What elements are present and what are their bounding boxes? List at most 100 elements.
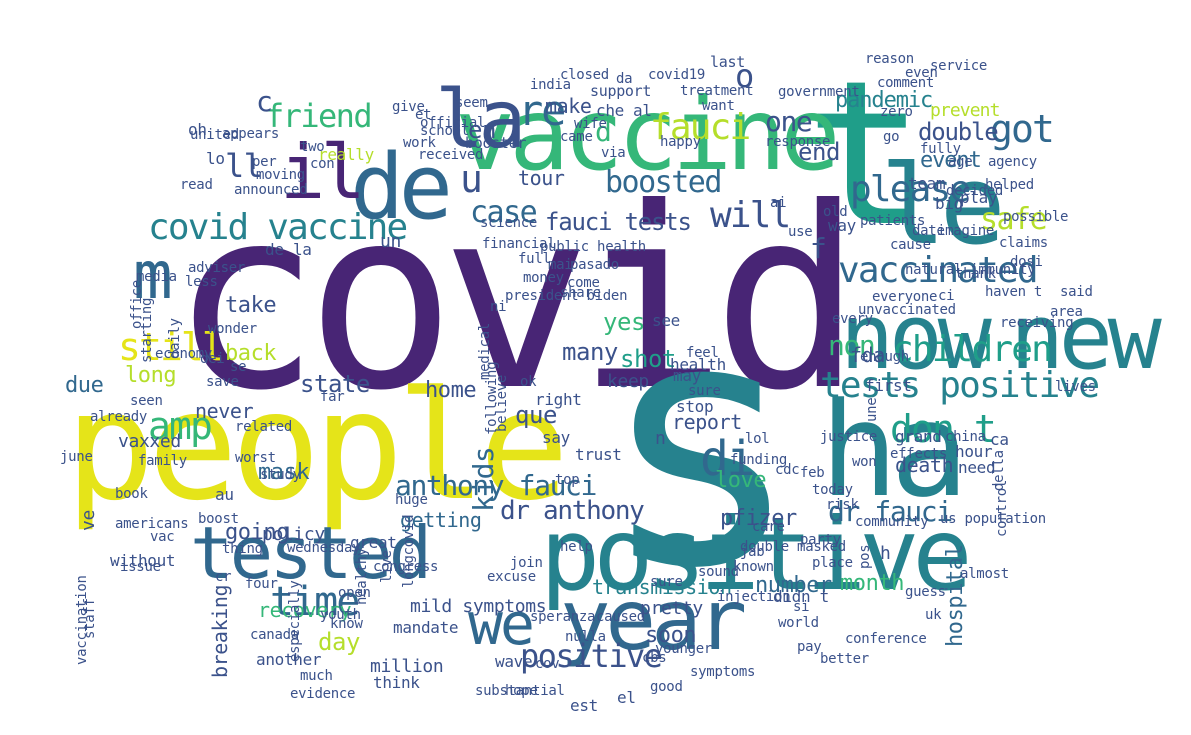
word-guess: guess [905, 584, 946, 600]
word-thank: thank [955, 266, 996, 282]
word-youth: youth [320, 607, 361, 623]
word-oh: oh [188, 120, 207, 139]
word-al: al [633, 101, 652, 120]
word-dr-anthony: dr anthony [500, 496, 645, 526]
word-see: see [652, 311, 680, 330]
word-big: big [935, 194, 963, 213]
word-di: di [700, 431, 755, 487]
word-che: che [596, 101, 624, 120]
word-risk: risk [826, 497, 859, 513]
word-state: state [300, 370, 370, 398]
word-every: every [832, 311, 873, 327]
word-ci: ci [938, 288, 955, 304]
word-support: support [590, 82, 652, 100]
word-way: way [828, 216, 856, 235]
word-m: m [133, 237, 173, 314]
word-age: age [948, 154, 973, 170]
word-cause: cause [890, 237, 931, 253]
word-sure-2: sure [650, 574, 683, 590]
word-getting: getting [400, 508, 482, 532]
word-est: est [570, 696, 598, 715]
word-covid19: covid19 [648, 67, 706, 83]
word-date: date [912, 223, 945, 239]
word-children: children [892, 329, 1053, 370]
word-lo: lo [206, 149, 225, 168]
word-yes: yes [603, 308, 645, 336]
word-anthony-fauci: anthony fauci [395, 469, 597, 502]
word-hope: hope [505, 683, 538, 699]
word-open: open [338, 585, 371, 601]
word-huge: huge [395, 492, 428, 508]
word-congress: congress [373, 559, 439, 575]
word-full: full [518, 251, 551, 267]
word-school: school [420, 123, 469, 139]
word-non: non [828, 329, 876, 362]
word-long: long [125, 363, 177, 388]
word-feel: feel [686, 345, 719, 361]
word-imagine: imagine [937, 223, 995, 239]
word-home: home [425, 378, 477, 403]
word-now: now [840, 285, 992, 390]
word-received: received [418, 147, 484, 163]
word-con: con [310, 156, 335, 172]
word-soon: soon [645, 623, 697, 648]
word-month: month [840, 571, 905, 596]
word-media: media [136, 269, 177, 285]
word-mandate: mandate [393, 618, 459, 637]
word-four: four [245, 576, 278, 592]
word-adviser: adviser [188, 260, 246, 276]
word-work: work [403, 135, 436, 151]
word-united: united [190, 127, 239, 143]
word-cov: cov [535, 656, 560, 672]
word-due: due [65, 373, 104, 398]
word-number: number [755, 573, 832, 598]
word-substantial: substantial [475, 683, 565, 699]
word-known: known [733, 559, 774, 575]
word-en: en [468, 116, 496, 144]
word-right: right [535, 390, 582, 409]
word-said: said [1060, 284, 1093, 300]
word-india: india [530, 77, 571, 93]
word-financial: financial [482, 236, 556, 252]
word-lives: lives [1055, 379, 1096, 395]
word-take: take [225, 293, 277, 318]
word-hospital: hospital [943, 544, 968, 647]
word-save: save [206, 374, 239, 390]
word-another: another [256, 650, 322, 669]
word-sound: sound [698, 564, 739, 580]
word-t: t [805, 38, 925, 271]
word-vac: vac [150, 529, 175, 545]
word-effects: effects [890, 446, 948, 462]
word-one: one [765, 105, 813, 138]
word-office: office [129, 280, 145, 329]
word-time: time [270, 579, 360, 625]
word-younger: younger [655, 641, 713, 657]
word-announced: announced [234, 182, 308, 198]
word-came: came [560, 129, 593, 145]
word-closed: closed [560, 67, 609, 83]
word-ca: ca [990, 430, 1009, 449]
word-already: already [90, 409, 148, 425]
word-play: play [960, 188, 998, 207]
word-million: million [370, 656, 444, 677]
word-related: related [235, 419, 293, 435]
word-less: less [185, 274, 218, 290]
word-great: great [350, 533, 397, 552]
word-end: end [798, 138, 840, 166]
word-trust: trust [575, 445, 622, 464]
word-si: si [793, 599, 810, 615]
word-especially: especially [287, 580, 303, 663]
word-government: government [778, 84, 860, 100]
word-seem: seem [455, 95, 488, 111]
word-el: el [617, 688, 636, 707]
word-without: without [110, 551, 176, 570]
word-following: following [484, 361, 500, 435]
word-event: event [920, 148, 982, 173]
word-un: un [380, 231, 401, 252]
word-boost: boost [198, 511, 239, 527]
word-people: people [65, 360, 569, 534]
word-reason: reason [865, 51, 914, 67]
word-longcovid: longcovid [401, 514, 417, 588]
word-better: better [820, 651, 869, 667]
